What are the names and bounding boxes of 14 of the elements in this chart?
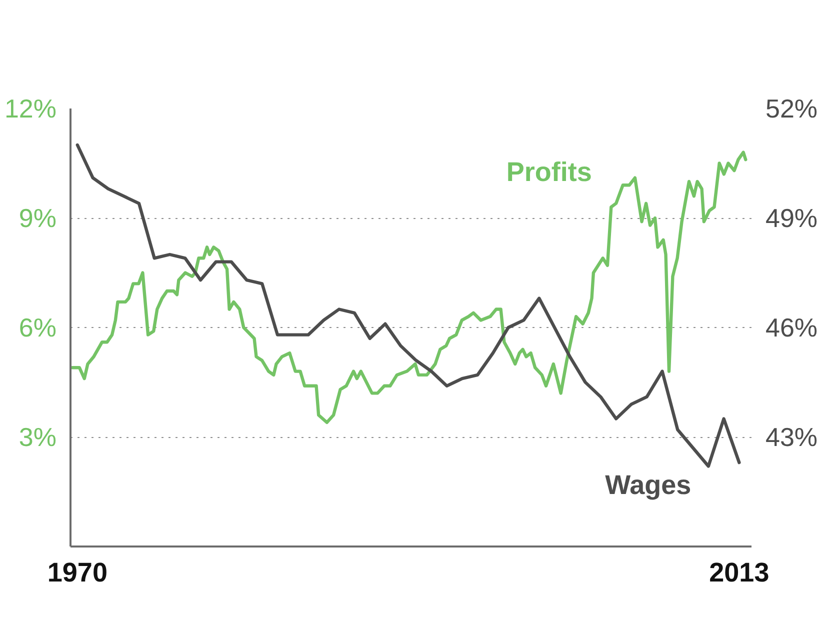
y-tick-label: 9%: [18, 203, 56, 233]
y-tick-label: 3%: [18, 422, 56, 452]
y2-tick-label: 43%: [766, 422, 818, 452]
x-tick-label: 2013: [709, 558, 770, 588]
line-series: [70, 150, 748, 424]
y2-tick-label: 49%: [766, 203, 818, 233]
y2-tick-label: 52%: [766, 94, 818, 124]
y-tick-label: 6%: [18, 312, 56, 342]
x-tick-label: 1970: [47, 558, 108, 588]
y-tick-label: 12%: [4, 94, 57, 124]
series-label: Profits: [506, 157, 592, 188]
series-label: Wages: [605, 470, 692, 500]
line-series: [76, 143, 741, 468]
y2-tick-label: 46%: [766, 312, 818, 342]
